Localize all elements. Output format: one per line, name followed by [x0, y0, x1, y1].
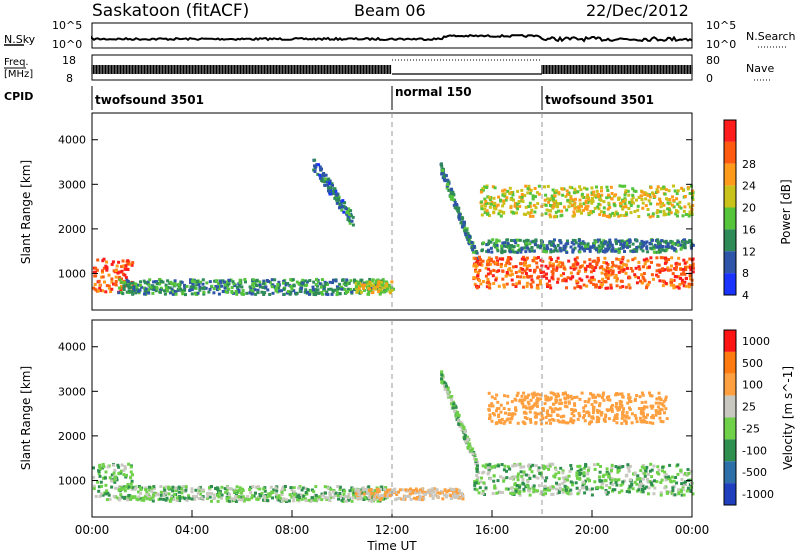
noise-sky-label: N.Sky	[4, 33, 36, 46]
velocity-ylabel: Slant Range [km]	[19, 366, 33, 470]
noise-right-tick-top: 10^5	[706, 19, 736, 32]
colorbar-tick-label: 100	[742, 379, 763, 392]
colorbar-tick-label: 25	[742, 401, 756, 414]
colorbar-segment	[724, 273, 736, 295]
nave-tick-bottom: 0	[706, 72, 713, 85]
colorbar-segment	[724, 251, 736, 274]
cpid-row: CPID twofsound 3501 normal 150 twofsound…	[4, 85, 654, 110]
noise-right-tick-bottom: 10^0	[706, 38, 736, 51]
colorbar-segment	[724, 373, 736, 396]
colorbar-segment	[724, 163, 736, 186]
xtick-label: 04:00	[175, 523, 210, 537]
power-panel: 1000 2000 3000 4000 Slant Range [km]	[19, 112, 695, 311]
beam-title: Beam 06	[354, 1, 426, 20]
colorbar-segment	[724, 185, 736, 208]
nave-tick-top: 80	[706, 54, 720, 67]
ytick-label: 3000	[58, 178, 86, 191]
velocity-panel: 1000 2000 3000 4000 Slant Range [km] 00:00 0…	[19, 319, 710, 553]
colorbar-segment	[724, 351, 736, 374]
xtick-label: 12:00	[375, 523, 410, 537]
xtick-label: 00:00	[675, 523, 710, 537]
power-cells	[92, 158, 695, 297]
colorbar-tick-label: 1000	[742, 335, 770, 348]
freq-label-1: Freq.	[4, 57, 29, 68]
colorbar-tick-label: 500	[742, 357, 763, 370]
time-markers	[391, 113, 543, 517]
freq-tick-top: 18	[62, 54, 76, 67]
xtick-label: 08:00	[275, 523, 310, 537]
colorbar-tick-label: -100	[742, 444, 767, 457]
ytick-label: 4000	[58, 341, 86, 354]
ytick-label: 1000	[58, 474, 86, 487]
power-colorbar: 4 8 12 16 20 24 28 Power [dB]	[723, 119, 793, 302]
colorbar-segment	[724, 439, 736, 462]
colorbar-tick-label: 28	[742, 158, 756, 171]
velocity-cells	[92, 370, 695, 503]
colorbar-segment	[724, 141, 736, 164]
noise-tick-bottom: 10^0	[52, 38, 82, 51]
colorbar-segment	[724, 395, 736, 418]
colorbar-tick-label: -25	[742, 422, 760, 435]
ytick-label: 2000	[58, 223, 86, 236]
freq-label-2: [MHz]	[4, 69, 33, 80]
power-colorbar-label: Power [dB]	[779, 179, 793, 244]
colorbar-tick-label: 4	[742, 289, 749, 302]
colorbar-segment	[724, 417, 736, 440]
colorbar-tick-label: 20	[742, 202, 756, 215]
frequency-panel: Freq. [MHz] 18 8 80 0 Nave	[4, 54, 774, 85]
time-xlabel: Time UT	[366, 539, 417, 553]
colorbar-segment	[724, 330, 736, 352]
ytick-label: 1000	[58, 267, 86, 280]
xtick-label: 20:00	[575, 523, 610, 537]
freq-tick-bottom: 8	[66, 72, 73, 85]
colorbar-tick-label: 24	[742, 180, 756, 193]
cpid-segment-1: twofsound 3501	[95, 93, 204, 107]
ytick-label: 4000	[58, 134, 86, 147]
colorbar-tick-label: 8	[742, 267, 749, 280]
colorbar-segment	[724, 483, 736, 505]
colorbar-segment	[724, 207, 736, 230]
velocity-colorbar-label: Velocity [m s^-1]	[781, 366, 795, 470]
colorbar-tick-label: -500	[742, 466, 767, 479]
colorbar-segment	[724, 229, 736, 252]
noise-tick-top: 10^5	[52, 19, 82, 32]
power-ylabel: Slant Range [km]	[19, 160, 33, 264]
nave-label: Nave	[746, 62, 774, 75]
xtick-label: 00:00	[75, 523, 110, 537]
colorbar-segment	[724, 461, 736, 484]
colorbar-tick-label: 16	[742, 223, 756, 236]
colorbar-segment	[724, 120, 736, 142]
colorbar-tick-label: 12	[742, 245, 756, 258]
colorbar-tick-label: -1000	[742, 488, 774, 501]
cpid-segment-3: twofsound 3501	[545, 93, 654, 107]
velocity-colorbar: 1000 500 100 25 -25 -100 -500 -1000 Velocity [m…	[723, 329, 795, 506]
ytick-label: 3000	[58, 385, 86, 398]
noise-sky-line	[91, 33, 693, 43]
noise-search-label: N.Search	[746, 30, 796, 43]
ytick-label: 2000	[58, 430, 86, 443]
cpid-label: CPID	[4, 90, 33, 103]
noise-panel: N.Sky 10^5 10^0 10^5 10^0 N.Search	[4, 19, 796, 51]
station-title: Saskatoon (fitACF)	[92, 1, 249, 21]
cpid-segment-2: normal 150	[395, 85, 472, 99]
xtick-label: 16:00	[475, 523, 510, 537]
date-title: 22/Dec/2012	[586, 1, 689, 20]
